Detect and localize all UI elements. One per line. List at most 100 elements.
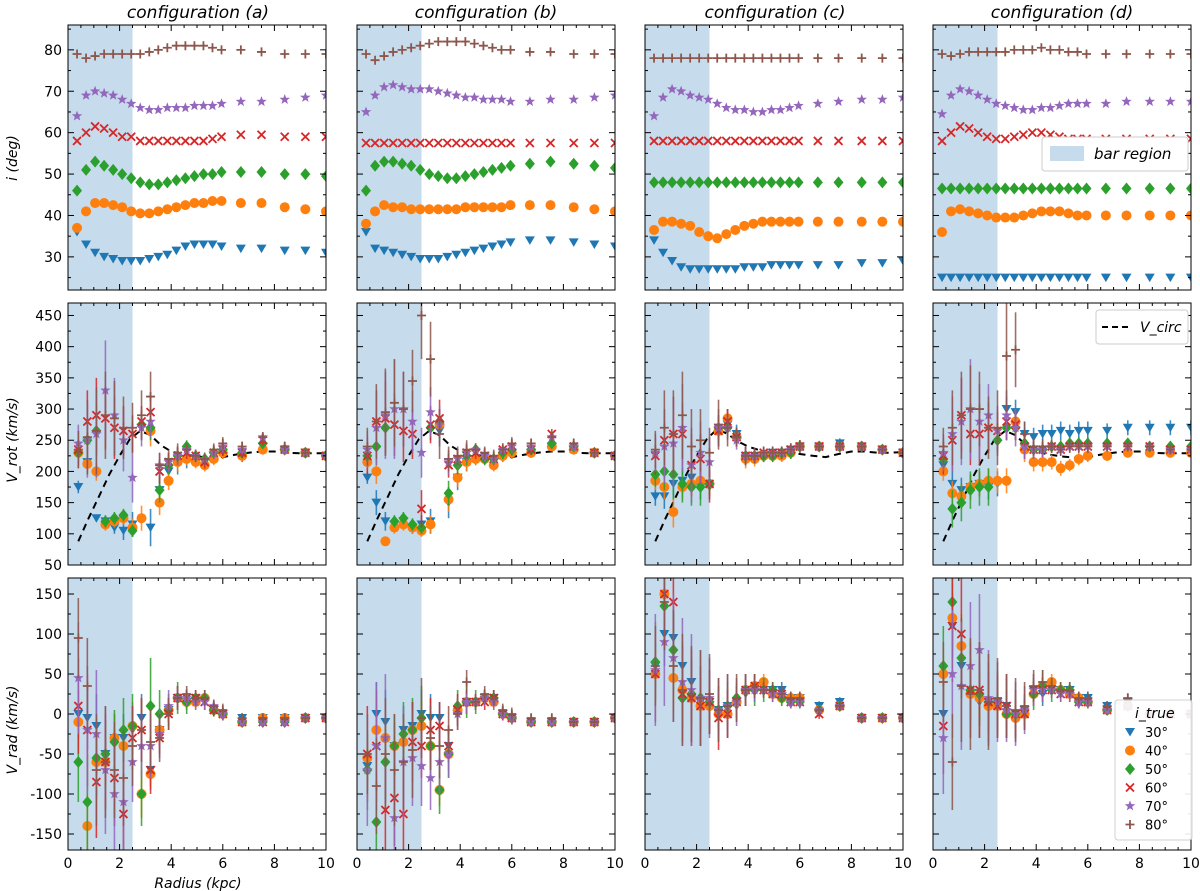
data-point	[460, 92, 471, 102]
data-point	[361, 218, 372, 229]
panel-inclination-d	[932, 24, 1192, 291]
data-point	[469, 92, 480, 102]
data-point	[171, 174, 182, 187]
data-point	[487, 138, 498, 148]
data-point	[963, 85, 975, 96]
data-point	[191, 693, 201, 703]
data-point	[1000, 182, 1011, 195]
data-point	[369, 89, 381, 100]
data-point	[171, 246, 182, 256]
x-tick-label: 0	[353, 856, 362, 872]
data-point	[163, 475, 174, 486]
data-point	[98, 87, 110, 98]
series-80°	[73, 598, 326, 826]
plus-icon	[1125, 820, 1135, 829]
data-point	[1027, 128, 1037, 138]
data-point	[388, 47, 398, 57]
plot-area	[71, 41, 326, 266]
data-point	[1144, 182, 1155, 195]
data-point	[589, 159, 600, 172]
data-point	[983, 697, 993, 707]
data-point	[1144, 210, 1155, 221]
bar-region	[933, 25, 998, 290]
legend-label: 70°	[1145, 800, 1168, 815]
series-30°	[649, 236, 903, 274]
data-point	[877, 176, 888, 189]
data-point	[478, 165, 489, 178]
data-point	[1165, 96, 1176, 107]
data-point	[478, 202, 489, 213]
plot-area	[73, 340, 326, 547]
data-point	[659, 597, 669, 607]
data-point	[721, 229, 732, 240]
data-point	[1121, 210, 1132, 221]
data-point	[370, 55, 380, 65]
data-point	[99, 252, 110, 262]
data-point	[91, 426, 101, 436]
data-point	[469, 168, 480, 181]
data-point	[946, 206, 957, 217]
x-tick-label: 8	[270, 856, 279, 872]
data-point	[300, 92, 311, 102]
data-point	[721, 176, 732, 189]
series-40°	[649, 216, 903, 244]
data-point	[496, 138, 507, 148]
data-point	[237, 713, 247, 723]
data-point	[416, 504, 427, 514]
series-80°	[937, 43, 1191, 61]
data-point	[146, 737, 156, 747]
data-point	[189, 170, 200, 183]
data-point	[667, 136, 677, 146]
data-point	[155, 460, 165, 470]
data-point	[126, 49, 136, 59]
data-point	[877, 259, 888, 268]
series-40°	[938, 409, 1191, 509]
data-point	[118, 773, 128, 783]
data-point	[739, 53, 749, 63]
series-70°	[648, 83, 903, 121]
data-point	[547, 432, 557, 442]
data-point	[748, 53, 758, 63]
data-point	[703, 94, 714, 104]
data-point	[982, 210, 993, 221]
data-point	[1186, 445, 1191, 455]
data-point	[471, 697, 481, 707]
data-point	[1018, 45, 1028, 55]
data-point	[739, 263, 750, 272]
data-point	[108, 128, 118, 138]
data-point	[1100, 182, 1111, 195]
data-point	[694, 136, 704, 146]
data-point	[361, 228, 372, 237]
data-point	[1036, 102, 1047, 113]
data-point	[589, 92, 600, 102]
data-point	[676, 263, 687, 272]
data-point	[1082, 49, 1092, 59]
bar-region	[357, 25, 422, 290]
data-point	[545, 236, 556, 245]
y-tick-label: 70	[44, 84, 62, 100]
data-point	[469, 202, 480, 213]
data-point	[1121, 182, 1132, 195]
series-80°	[72, 41, 326, 63]
data-point	[676, 136, 686, 146]
panel-radial-d: 0 2 4 6 8 10	[929, 577, 1200, 872]
data-point	[388, 155, 399, 168]
data-point	[469, 138, 480, 148]
data-point	[443, 487, 454, 500]
data-point	[433, 170, 444, 183]
data-point	[300, 246, 311, 256]
data-point	[407, 518, 418, 531]
plot-area	[936, 43, 1191, 283]
data-point	[946, 182, 957, 195]
data-point	[144, 104, 155, 115]
data-point	[417, 310, 426, 320]
data-point	[207, 100, 218, 111]
data-point	[1144, 423, 1155, 433]
x-tick-label: 2	[692, 856, 701, 872]
data-point	[73, 445, 83, 455]
data-point	[397, 45, 407, 55]
data-point	[207, 43, 217, 53]
data-point	[118, 526, 129, 536]
data-point	[955, 182, 966, 195]
data-point	[748, 263, 759, 272]
